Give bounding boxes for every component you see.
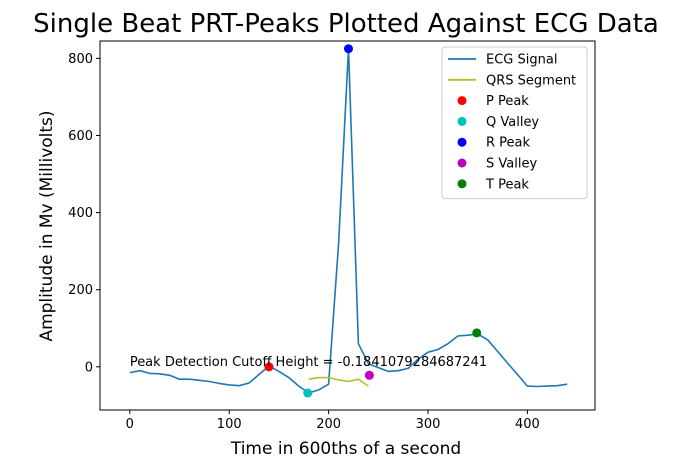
legend-entry-3: Q Valley <box>486 115 539 130</box>
y-tick-label-2: 400 <box>68 206 93 221</box>
legend-entry-1: QRS Segment <box>486 73 576 88</box>
legend-swatch-6 <box>457 179 467 189</box>
peak-point-4 <box>472 328 482 338</box>
x-tick-label-0: 0 <box>126 417 134 432</box>
series-line-1 <box>308 376 369 387</box>
x-tick-label-4: 400 <box>515 417 540 432</box>
x-tick-label-1: 100 <box>217 417 242 432</box>
x-tick-label-2: 200 <box>316 417 341 432</box>
x-tick-label-3: 300 <box>416 417 441 432</box>
chart-title: Single Beat PRT-Peaks Plotted Against EC… <box>33 9 659 39</box>
plot-area: Peak Detection Cutoff Height = -0.184107… <box>68 40 596 432</box>
legend-entry-2: P Peak <box>486 94 529 109</box>
y-tick-label-4: 800 <box>68 52 93 67</box>
x-axis-label: Time in 600ths of a second <box>230 439 461 459</box>
peak-point-0 <box>264 362 274 372</box>
legend-swatch-4 <box>457 137 467 147</box>
peak-point-1 <box>303 388 313 398</box>
legend-entry-5: S Valley <box>486 157 537 172</box>
y-tick-label-1: 200 <box>68 283 93 298</box>
peak-point-2 <box>343 44 353 54</box>
y-tick-label-3: 600 <box>68 129 93 144</box>
axes-frame <box>99 40 596 411</box>
legend-swatch-5 <box>457 158 467 168</box>
legend-box <box>441 46 588 200</box>
legend-entry-4: R Peak <box>486 136 531 151</box>
cutoff-annotation: Peak Detection Cutoff Height = -0.184107… <box>130 355 487 370</box>
legend-entry-0: ECG Signal <box>486 53 557 68</box>
legend-swatch-2 <box>457 96 467 106</box>
y-tick-label-0: 0 <box>85 360 93 375</box>
legend: ECG Signal QRS Segment P Peak Q Valley R Pea… <box>441 46 588 200</box>
legend-entry-6: T Peak <box>485 177 529 192</box>
y-axis-label: Amplitude in Mv (Millivolts) <box>37 110 57 341</box>
peak-point-3 <box>364 370 374 380</box>
legend-swatch-3 <box>457 116 467 126</box>
